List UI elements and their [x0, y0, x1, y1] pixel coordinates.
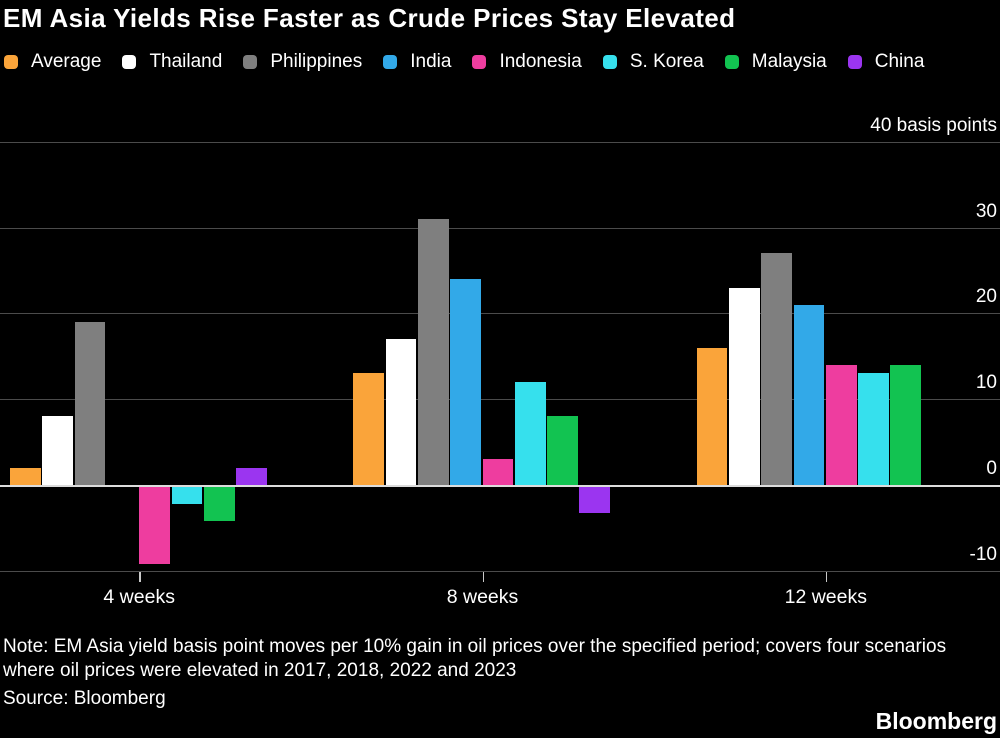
gridline	[0, 227, 1000, 229]
bar-india-12-weeks	[793, 304, 825, 485]
legend-label: S. Korea	[629, 51, 704, 72]
bar-indonesia-12-weeks	[825, 364, 857, 485]
legend-label: India	[410, 51, 452, 72]
bar-thailand-8-weeks	[385, 339, 417, 485]
x-axis-label: 8 weeks	[446, 586, 519, 608]
bar-malaysia-8-weeks	[547, 416, 578, 485]
bloomberg-logo: Bloomberg	[875, 708, 997, 734]
legend-item-thailand: Thailand	[122, 49, 222, 75]
x-axis-label: 4 weeks	[103, 586, 175, 608]
x-axis-tick	[825, 571, 828, 582]
legend-item-average: Average	[4, 49, 101, 75]
bar-indonesia-4-weeks	[139, 486, 170, 564]
bar-china-4-weeks	[236, 467, 267, 485]
plot-area: 40 basis points 30 20 10 0 -10 4 weeks 8 weeks 1…	[0, 110, 1000, 608]
legend: Average Thailand Philippines India Indonesia…	[4, 49, 944, 75]
bar-philippines-12-weeks	[761, 253, 792, 485]
y-axis-label: 20	[975, 286, 997, 308]
y-axis-label: 40 basis points	[870, 115, 997, 136]
y-axis-label: -10	[969, 543, 997, 565]
legend-swatch-icon	[472, 55, 487, 69]
zero-line	[0, 484, 1000, 487]
x-axis-label: 12 weeks	[784, 586, 867, 608]
bar-thailand-4-weeks	[42, 416, 74, 485]
legend-swatch-icon	[383, 55, 398, 69]
bar-china-8-weeks	[579, 486, 611, 513]
legend-item-india: India	[383, 49, 451, 75]
chart-footer: Note: EM Asia yield basis point moves pe…	[3, 635, 971, 711]
y-axis-label: 0	[986, 457, 997, 479]
bar-philippines-4-weeks	[74, 321, 106, 485]
legend-swatch-icon	[724, 55, 739, 69]
legend-swatch-icon	[243, 55, 258, 69]
legend-label: China	[874, 51, 925, 72]
legend-item-malaysia: Malaysia	[724, 49, 827, 75]
legend-label: Philippines	[270, 51, 363, 72]
bar-philippines-8-weeks	[417, 219, 449, 485]
legend-item-s-korea: S. Korea	[602, 49, 704, 75]
bar-average-4-weeks	[10, 467, 41, 485]
bar-india-8-weeks	[450, 279, 481, 485]
bar-malaysia-4-weeks	[203, 486, 235, 522]
legend-swatch-icon	[847, 55, 862, 69]
y-axis-label: 30	[975, 200, 997, 222]
bar-thailand-12-weeks	[728, 287, 760, 485]
note-text: Note: EM Asia yield basis point moves pe…	[3, 636, 947, 681]
gridline	[0, 399, 1000, 401]
x-axis-tick	[482, 571, 484, 582]
y-axis-label: 10	[975, 372, 997, 394]
gridline	[0, 313, 1000, 315]
legend-swatch-icon	[4, 55, 18, 69]
bar-average-12-weeks	[696, 347, 728, 485]
legend-item-china: China	[847, 49, 925, 75]
legend-label: Malaysia	[751, 51, 827, 72]
bar-malaysia-12-weeks	[890, 364, 922, 485]
bar-s-korea-12-weeks	[858, 373, 889, 485]
source-text: Source: Bloomberg	[3, 688, 166, 709]
legend-label: Average	[31, 51, 102, 72]
bar-indonesia-8-weeks	[482, 459, 514, 485]
bar-average-8-weeks	[353, 373, 385, 485]
legend-item-philippines: Philippines	[243, 49, 362, 75]
gridline	[0, 570, 1000, 572]
legend-item-indonesia: Indonesia	[472, 49, 582, 75]
legend-swatch-icon	[602, 55, 617, 69]
chart-title: EM Asia Yields Rise Faster as Crude Pric…	[3, 3, 736, 33]
x-axis-tick	[139, 571, 141, 582]
legend-swatch-icon	[122, 55, 137, 69]
gridline	[0, 142, 1000, 143]
bar-s-korea-8-weeks	[514, 381, 546, 485]
bar-s-korea-4-weeks	[171, 486, 203, 504]
legend-label: Thailand	[149, 51, 223, 72]
legend-label: Indonesia	[499, 51, 582, 72]
